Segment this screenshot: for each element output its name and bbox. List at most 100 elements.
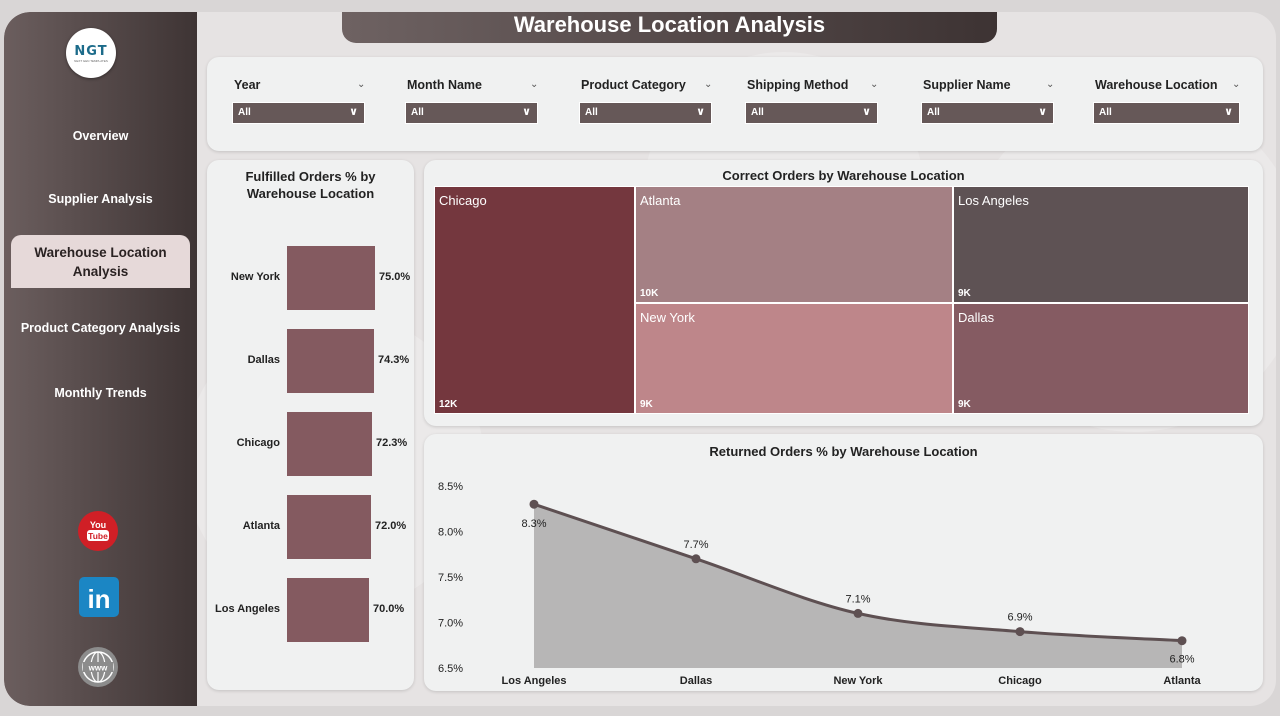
treemap-cell-value: 10K	[640, 288, 659, 299]
bar-label: Chicago	[236, 437, 280, 449]
data-point[interactable]	[1015, 627, 1025, 637]
bar-label: Dallas	[247, 354, 280, 366]
filter-label: Shipping Method	[747, 78, 849, 92]
y-tick-label: 6.5%	[438, 663, 463, 675]
globe-icon[interactable]: www	[77, 646, 119, 688]
nav-product-category-analysis[interactable]: Product Category Analysis	[20, 321, 181, 335]
treemap-cell-name: Atlanta	[640, 193, 681, 208]
treemap-cell-name: Chicago	[439, 193, 487, 208]
chevron-down-icon: ∨	[862, 106, 871, 118]
fulfilled-orders-panel: Fulfilled Orders % by Warehouse Location…	[207, 160, 414, 690]
data-point[interactable]	[691, 554, 701, 564]
linkedin-icon[interactable]: in	[78, 576, 120, 618]
treemap-title: Correct Orders by Warehouse Location	[722, 168, 965, 183]
treemap-cell[interactable]: Los Angeles 9K	[953, 186, 1249, 303]
bar[interactable]	[287, 578, 369, 642]
returned-orders-chart: 8.5% 8.0% 7.5% 7.0% 6.5% 8.3% Los Angeles 7.7% D…	[438, 481, 1202, 687]
filter-dropdown[interactable]: All ∨	[405, 102, 538, 124]
nav-warehouse-label: Warehouse Location Analysis	[34, 244, 167, 279]
filter-product-category: Product Category ⌄ All ∨	[579, 78, 714, 124]
chevron-down-icon[interactable]: ⌄	[1046, 79, 1055, 90]
bar[interactable]	[287, 412, 372, 476]
bar[interactable]	[287, 495, 371, 559]
data-point[interactable]	[1177, 636, 1187, 646]
chevron-down-icon[interactable]: ⌄	[704, 79, 713, 90]
treemap-cell-value: 9K	[958, 288, 971, 299]
chevron-down-icon[interactable]: ⌄	[870, 79, 879, 90]
nav-supplier-analysis[interactable]: Supplier Analysis	[48, 192, 153, 206]
title-banner: Warehouse Location Analysis	[342, 12, 997, 43]
filter-label: Product Category	[581, 78, 686, 92]
treemap-cell[interactable]: Dallas 9K	[953, 303, 1249, 414]
x-tick-label: Chicago	[998, 675, 1042, 687]
filter-value: All	[585, 107, 598, 118]
chevron-down-icon[interactable]: ⌄	[1232, 79, 1241, 90]
nav-monthly-trends[interactable]: Monthly Trends	[54, 386, 147, 400]
svg-text:You: You	[90, 520, 106, 530]
filter-value: All	[751, 107, 764, 118]
returned-orders-panel: Returned Orders % by Warehouse Location …	[424, 434, 1263, 691]
chevron-down-icon: ∨	[696, 106, 705, 118]
data-point[interactable]	[853, 608, 863, 618]
filter-dropdown[interactable]: All ∨	[1093, 102, 1240, 124]
filter-label: Month Name	[407, 78, 482, 92]
data-point[interactable]	[529, 499, 539, 509]
y-tick-label: 8.5%	[438, 481, 463, 493]
filter-value: All	[411, 107, 424, 118]
chevron-down-icon: ∨	[522, 106, 531, 118]
filter-label: Warehouse Location	[1095, 78, 1218, 92]
youtube-icon[interactable]: You Tube	[77, 510, 119, 552]
svg-text:Tube: Tube	[88, 531, 108, 541]
bar[interactable]	[287, 329, 374, 393]
filter-warehouse-location: Warehouse Location ⌄ All ∨	[1093, 78, 1242, 124]
returned-chart-title: Returned Orders % by Warehouse Location	[709, 444, 978, 459]
data-label: 8.3%	[521, 518, 546, 530]
bar-value-label: 72.0%	[375, 520, 407, 532]
nav-warehouse-location-analysis[interactable]: Warehouse Location Analysis	[11, 235, 190, 288]
treemap-cell-name: New York	[640, 310, 695, 325]
filter-dropdown[interactable]: All ∨	[745, 102, 878, 124]
nav-overview[interactable]: Overview	[72, 129, 129, 143]
filter-month-name: Month Name ⌄ All ∨	[405, 78, 540, 124]
data-label: 6.8%	[1169, 654, 1194, 666]
sidebar: NGT NEXT GEN TEMPLATES Overview Supplier…	[4, 12, 197, 706]
y-tick-label: 7.0%	[438, 618, 463, 630]
filter-dropdown[interactable]: All ∨	[579, 102, 712, 124]
chevron-down-icon: ∨	[349, 106, 358, 118]
treemap-cell-value: 12K	[439, 399, 458, 410]
bar-value-label: 72.3%	[376, 437, 408, 449]
bar-label: New York	[230, 271, 280, 283]
treemap-cell-value: 9K	[958, 399, 971, 410]
filter-label: Year	[234, 78, 261, 92]
filter-value: All	[238, 107, 251, 118]
correct-orders-panel: Correct Orders by Warehouse Location Chi…	[424, 160, 1263, 426]
filter-dropdown[interactable]: All ∨	[921, 102, 1054, 124]
treemap-cell[interactable]: Atlanta 10K	[635, 186, 953, 303]
area-fill	[534, 504, 1182, 668]
chevron-down-icon[interactable]: ⌄	[530, 79, 539, 90]
treemap-cell[interactable]: Chicago 12K	[434, 186, 635, 414]
svg-text:in: in	[87, 584, 110, 614]
company-logo: NGT NEXT GEN TEMPLATES	[66, 28, 116, 78]
page-title: Warehouse Location Analysis	[513, 12, 826, 37]
treemap-cell-value: 9K	[640, 399, 653, 410]
filter-value: All	[927, 107, 940, 118]
y-tick-label: 7.5%	[438, 572, 463, 584]
y-tick-label: 8.0%	[438, 527, 463, 539]
data-label: 7.7%	[683, 539, 708, 551]
bar[interactable]	[287, 246, 375, 310]
bar-label: Los Angeles	[215, 603, 280, 615]
x-tick-label: New York	[833, 675, 883, 687]
filter-shipping-method: Shipping Method ⌄ All ∨	[745, 78, 880, 124]
dashboard-frame: NGT NEXT GEN TEMPLATES Overview Supplier…	[4, 12, 1276, 706]
bar-value-label: 70.0%	[373, 603, 405, 615]
x-tick-label: Los Angeles	[502, 675, 567, 687]
chevron-down-icon: ∨	[1038, 106, 1047, 118]
data-label: 6.9%	[1007, 612, 1032, 624]
filter-supplier-name: Supplier Name ⌄ All ∨	[921, 78, 1056, 124]
bar-value-label: 75.0%	[379, 271, 411, 283]
chevron-down-icon: ∨	[1224, 106, 1233, 118]
treemap-cell[interactable]: New York 9K	[635, 303, 953, 414]
filter-dropdown[interactable]: All ∨	[232, 102, 365, 124]
chevron-down-icon[interactable]: ⌄	[357, 79, 366, 90]
